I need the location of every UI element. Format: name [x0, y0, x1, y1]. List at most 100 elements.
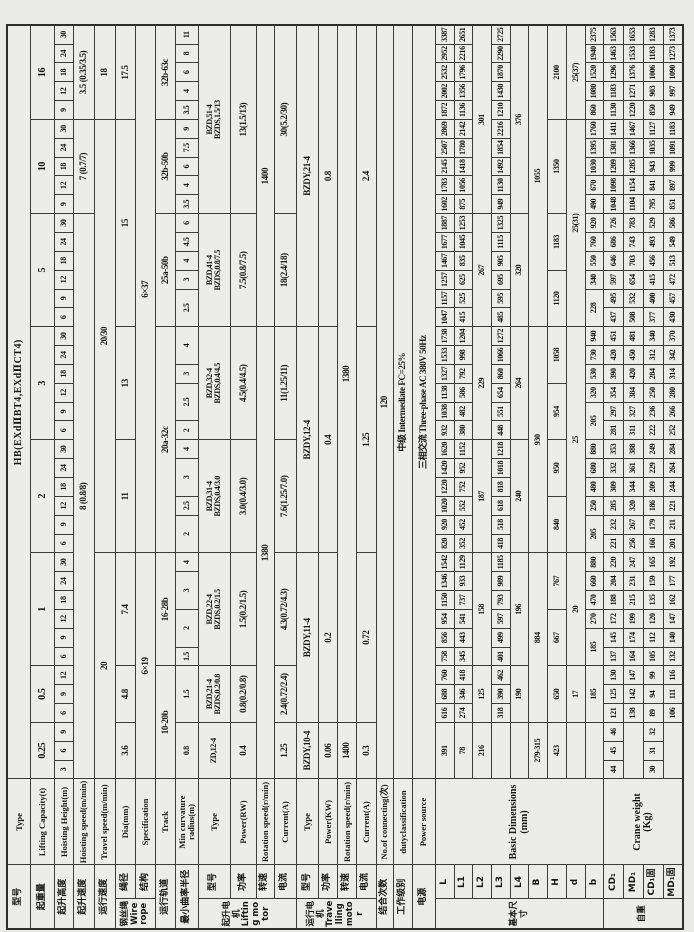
- data-cell: 495: [603, 289, 624, 308]
- data-cell: 0.4: [318, 326, 338, 553]
- data-cell: 420: [603, 345, 624, 365]
- data-cell: 179: [643, 515, 664, 535]
- data-cell: 192: [663, 552, 683, 572]
- data-cell: 209: [643, 477, 664, 497]
- data-cell: 418: [491, 534, 511, 553]
- data-cell: 13(1.5/13): [230, 25, 257, 214]
- data-cell: 312: [643, 345, 664, 365]
- data-cell: 880: [585, 552, 604, 572]
- row-label-zh: 运行轨道: [155, 864, 176, 929]
- data-cell: 2: [175, 420, 199, 440]
- data-cell: 3: [175, 270, 199, 290]
- data-cell: 457: [663, 289, 683, 308]
- data-cell: BZDY,21-4: [296, 25, 319, 327]
- data-cell: 25: [566, 326, 586, 553]
- data-cell: 4: [175, 326, 199, 365]
- data-cell: 320: [623, 496, 644, 516]
- data-cell: 105: [643, 647, 664, 666]
- row-label-zh: 起重量: [30, 864, 55, 929]
- data-cell: 792: [454, 364, 473, 384]
- row-label-zh: 工作级别: [393, 864, 413, 929]
- data-cell: 1380: [337, 25, 357, 723]
- data-cell: 216: [472, 722, 492, 779]
- data-cell: 256: [623, 534, 644, 553]
- data-cell: 2145: [435, 157, 455, 176]
- data-cell: 中级 Intermediate FC=25%: [393, 25, 413, 779]
- row-label-zh: 结合次数: [376, 864, 394, 929]
- data-cell: 783: [623, 213, 644, 233]
- data-cell: 12: [54, 270, 74, 290]
- data-cell: 89: [643, 703, 664, 723]
- data-cell: 17.5: [115, 25, 136, 120]
- data-cell: 856: [435, 628, 455, 648]
- data-cell: 1346: [435, 571, 455, 591]
- row-label-zh: b: [585, 864, 604, 899]
- data-cell: 920: [585, 213, 604, 233]
- data-cell: 274: [454, 703, 473, 723]
- row-label-zh: MD₁: [623, 864, 644, 899]
- table-row: 钢丝绳 Wire rope 绳径 Dia(mm) 3.6 4.8 7.4 11 13 15 17.5: [115, 25, 156, 929]
- data-cell: 3.5 (0.35/3.5): [73, 25, 95, 120]
- data-cell: 9: [54, 722, 74, 742]
- data-cell: 415: [643, 270, 664, 290]
- data-cell: 25(31): [566, 119, 586, 327]
- data-cell: 18: [54, 251, 74, 271]
- data-cell: 377: [643, 307, 664, 327]
- row-label-en: Hoisting Height(m): [54, 778, 74, 865]
- data-cell: 452: [454, 515, 473, 535]
- data-cell: 703: [623, 251, 644, 271]
- table-row: 起升速度 Hoisting speed(m/min) 8 (0.8/8) 7 (0.7…: [73, 25, 95, 929]
- data-cell: 1854: [491, 138, 511, 158]
- data-cell: 820: [435, 534, 455, 553]
- data-cell: 485: [491, 307, 511, 327]
- data-cell: 384: [623, 383, 644, 403]
- table-row: 电源 Power source 三相交流 Three-phase AC 380V 5…: [412, 25, 436, 929]
- data-cell: 482: [454, 402, 473, 421]
- data-cell: 390: [491, 684, 511, 704]
- data-cell: 3.5: [175, 100, 199, 120]
- data-cell: 400: [643, 289, 664, 308]
- data-cell: 7 (0.7/7): [73, 119, 95, 214]
- table-row: 结合次数 No.of connecting(次) 120: [376, 25, 394, 929]
- data-cell: 205: [585, 515, 604, 553]
- data-cell: 158: [472, 552, 492, 666]
- data-cell: 20/30: [94, 119, 116, 553]
- row-label-en: Track: [155, 778, 176, 865]
- data-cell: 420: [623, 364, 644, 384]
- data-cell: 177: [663, 571, 683, 591]
- data-cell: 4: [175, 552, 199, 572]
- data-cell: 30: [54, 439, 74, 459]
- data-cell: 12: [54, 609, 74, 629]
- data-cell: 1783: [435, 175, 455, 195]
- data-cell: 353: [603, 439, 624, 459]
- data-cell: 1154: [623, 175, 644, 195]
- data-cell: 247: [623, 552, 644, 572]
- data-cell: 1066: [491, 345, 511, 365]
- data-cell: 695: [491, 270, 511, 290]
- data-cell: 529: [643, 213, 664, 233]
- data-cell: 250: [643, 383, 664, 403]
- data-cell: 11: [115, 439, 136, 553]
- table-row: 起升电机 Lifting motor 型号 Type ZD,12-4 BZD,21-4 BZ…: [198, 25, 297, 929]
- data-cell: 1780: [454, 138, 473, 158]
- data-cell: 760: [435, 665, 455, 685]
- data-cell: 309: [603, 477, 624, 497]
- data-cell: 4.3(0.72/4.3): [274, 552, 297, 666]
- data-cell: 314: [663, 364, 683, 384]
- row-label-zh: L: [435, 864, 455, 899]
- data-cell: 1.5: [175, 647, 199, 666]
- data-cell: 12: [54, 496, 74, 516]
- data-cell: 32b-63c: [155, 25, 176, 120]
- row-label-zh: 型号: [296, 864, 319, 899]
- data-cell: 1542: [435, 552, 455, 572]
- row-label-en: No.of connecting(次): [376, 778, 394, 865]
- data-cell: 952: [454, 458, 473, 478]
- table-row: 运行电机 Travelling motor 型号 Type BZDY,10-4 BZDY,…: [296, 25, 377, 929]
- data-cell: 8: [175, 44, 199, 63]
- data-cell: 950: [547, 439, 567, 497]
- table-row: 运行轨道 Track 10-20b 16-28b 20a-32c 25a-50b 32b-5…: [155, 25, 176, 929]
- data-cell: 472: [663, 270, 683, 290]
- data-cell: 4: [175, 251, 199, 271]
- row-label-zh: B: [528, 864, 548, 899]
- data-cell: 6: [54, 741, 74, 761]
